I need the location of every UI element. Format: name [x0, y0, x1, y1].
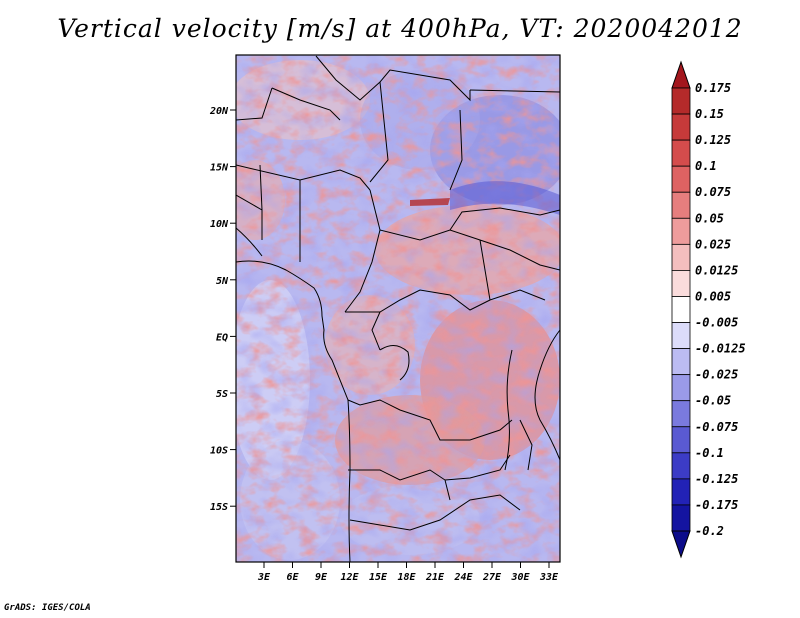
colorbar-label: -0.0125	[695, 342, 746, 356]
country-borders	[236, 55, 560, 562]
colorbar-segment	[671, 87, 691, 115]
colorbar-label: 0.1	[695, 159, 717, 173]
map-title: Vertical velocity [m/s] at 400hPa, VT: 2…	[57, 14, 743, 43]
grads-credit: GrADS: IGES/COLA	[4, 603, 91, 613]
colorbar-label: 0.075	[695, 185, 731, 199]
lat-tick-label: 5N	[216, 276, 229, 287]
colorbar-segment	[671, 139, 691, 167]
colorbar-segment	[671, 348, 691, 376]
lat-tick-label: 15S	[210, 502, 228, 513]
colorbar-segment	[671, 243, 691, 271]
plot-frame	[235, 54, 561, 563]
latitude-axis: 20N 15N 10N 5N EQ 5S 10S 15S	[209, 106, 236, 513]
colorbar-segment	[671, 452, 691, 480]
lat-tick-label: 10N	[210, 219, 229, 230]
colorbar-segment	[671, 400, 691, 428]
lat-tick-label: 20N	[209, 106, 229, 117]
colorbar-label: 0.175	[695, 81, 731, 95]
lon-tick-label: 27E	[482, 572, 502, 583]
colorbar-label: 0.15	[695, 107, 724, 121]
longitude-axis: 3E 6E 9E 12E 15E 18E 21E 24E 27E 30E 33E	[257, 562, 559, 583]
lon-tick-label: 12E	[340, 572, 359, 583]
lon-tick-label: 3E	[257, 572, 271, 583]
colorbar-segment	[671, 113, 691, 141]
colorbar-segment	[671, 270, 691, 297]
lon-tick-label: 33E	[539, 572, 559, 583]
colorbar-segment	[671, 374, 691, 402]
colorbar-label: -0.125	[695, 472, 738, 486]
colorbar-label: -0.025	[695, 368, 738, 382]
colorbar-label: -0.005	[695, 316, 738, 330]
lat-tick-label: EQ	[216, 332, 228, 343]
colorbar-label: -0.1	[695, 446, 724, 460]
colorbar-bottom-triangle	[671, 530, 691, 559]
colorbar-label: -0.05	[695, 394, 731, 408]
lat-tick-label: 15N	[210, 163, 229, 174]
colorbar-segment	[671, 426, 691, 454]
lon-tick-label: 6E	[286, 572, 299, 583]
colorbar-label: 0.125	[695, 133, 731, 147]
colorbar-label: 0.025	[695, 237, 731, 251]
colorbar-label: -0.075	[695, 420, 738, 434]
colorbar-segment	[671, 296, 691, 323]
colorbar: 0.175 0.15 0.125 0.1 0.075 0.05 0.025 0.0125 0.0…	[671, 60, 746, 559]
colorbar-segment	[671, 504, 691, 532]
lon-tick-label: 9E	[315, 572, 328, 583]
lon-tick-label: 21E	[425, 572, 445, 583]
colorbar-label: 0.05	[695, 211, 724, 225]
colorbar-segment	[671, 165, 691, 193]
colorbar-label: 0.0125	[695, 263, 738, 277]
shaded-field	[236, 55, 560, 562]
lon-tick-label: 30E	[510, 572, 530, 583]
colorbar-segment	[671, 217, 691, 245]
colorbar-top-triangle	[671, 60, 691, 89]
colorbar-segment	[671, 478, 691, 506]
lat-tick-label: 5S	[216, 389, 228, 400]
lon-tick-label: 15E	[369, 572, 388, 583]
colorbar-label: -0.2	[695, 524, 724, 538]
lon-tick-label: 18E	[397, 572, 416, 583]
colorbar-segment	[671, 322, 691, 349]
colorbar-label: -0.175	[695, 498, 738, 512]
lon-tick-label: 24E	[453, 572, 473, 583]
lat-tick-label: 10S	[210, 446, 228, 457]
colorbar-segment	[671, 191, 691, 219]
colorbar-label: 0.005	[695, 289, 731, 303]
